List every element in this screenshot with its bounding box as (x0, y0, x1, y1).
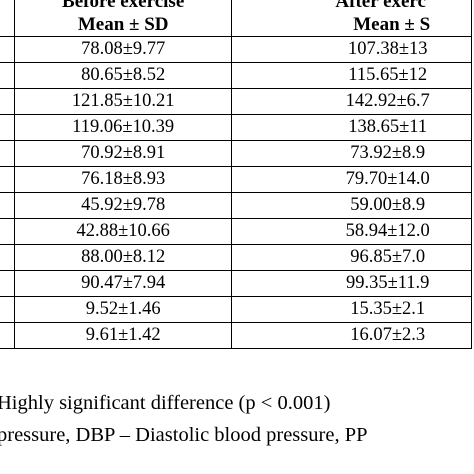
after-value-cell: 115.65±12 (231, 62, 472, 89)
after-value-cell: 99.35±11.9 (231, 270, 472, 297)
row-label-cell (0, 166, 15, 193)
after-value-cell: 15.35±2.1 (231, 296, 472, 323)
table-row: 9.61±1.42 16.07±2.3 (0, 322, 472, 349)
after-value: 15.35±2.1 (350, 299, 426, 319)
row-label-cell (0, 114, 15, 141)
before-value-cell: 70.92±8.91 (13, 140, 233, 167)
before-value-cell: 119.06±10.39 (13, 114, 233, 141)
row-label-cell (0, 270, 15, 297)
row-label-cell (0, 140, 15, 167)
after-value: 73.92±8.9 (350, 143, 426, 163)
after-value: 16.07±2.3 (350, 325, 426, 345)
after-value-cell: 138.65±11 (231, 114, 472, 141)
after-value: 79.70±14.0 (345, 169, 430, 189)
header-before-stat: Mean ± SD (77, 14, 169, 35)
table-row: 9.52±1.46 15.35±2.1 (0, 296, 472, 323)
header-before-exercise: Before exercise Mean ± SD (13, 0, 233, 37)
table-row: 78.08±9.77 107.38±13 (0, 36, 472, 63)
table-row: 45.92±9.78 59.00±8.9 (0, 192, 472, 219)
after-value-cell: 59.00±8.9 (231, 192, 472, 219)
row-label-cell (0, 218, 15, 245)
header-parameter (0, 0, 15, 37)
after-value: 99.35±11.9 (345, 273, 430, 293)
after-value-cell: 58.94±12.0 (231, 218, 472, 245)
row-label-cell (0, 36, 15, 63)
row-label-cell (0, 244, 15, 271)
table-row: 42.88±10.66 58.94±12.0 (0, 218, 472, 245)
header-after-title: After exerc (335, 0, 426, 12)
after-value: 107.38±13 (347, 39, 428, 59)
before-value-cell: 9.52±1.46 (13, 296, 233, 323)
after-value: 142.92±6.7 (345, 91, 430, 111)
before-value-cell: 9.61±1.42 (13, 322, 233, 349)
after-value: 96.85±7.0 (350, 247, 426, 267)
table-row: 121.85±10.21 142.92±6.7 (0, 88, 472, 115)
before-value-cell: 78.08±9.77 (13, 36, 233, 63)
before-value-cell: 90.47±7.94 (13, 270, 233, 297)
table-header-row: Before exercise Mean ± SD After exerc Me… (0, 0, 472, 37)
row-label-cell (0, 192, 15, 219)
after-value: 59.00±8.9 (350, 195, 426, 215)
header-before-title: Before exercise (62, 0, 185, 12)
before-value-cell: 45.92±9.78 (13, 192, 233, 219)
row-label-cell (0, 88, 15, 115)
row-label-cell (0, 62, 15, 89)
after-value-cell: 107.38±13 (231, 36, 472, 63)
results-table: Before exercise Mean ± SD After exerc Me… (0, 0, 472, 349)
row-label-cell (0, 296, 15, 323)
before-value-cell: 42.88±10.66 (13, 218, 233, 245)
footnote-abbreviations: pressure, DBP – Diastolic blood pressure… (0, 424, 368, 446)
after-value: 58.94±12.0 (345, 221, 430, 241)
row-label-cell (0, 322, 15, 349)
after-value-cell: 73.92±8.9 (231, 140, 472, 167)
table-row: 76.18±8.93 79.70±14.0 (0, 166, 472, 193)
after-value-cell: 79.70±14.0 (231, 166, 472, 193)
before-value-cell: 76.18±8.93 (13, 166, 233, 193)
after-value-cell: 16.07±2.3 (231, 322, 472, 349)
table-row: 90.47±7.94 99.35±11.9 (0, 270, 472, 297)
header-after-stat: Mean ± S (353, 14, 431, 35)
after-value: 138.65±11 (348, 117, 428, 137)
after-value: 115.65±12 (348, 65, 428, 85)
table-row: 70.92±8.91 73.92±8.9 (0, 140, 472, 167)
after-value-cell: 96.85±7.0 (231, 244, 472, 271)
after-value-cell: 142.92±6.7 (231, 88, 472, 115)
footnote-significance: Highly significant difference (p < 0.001… (0, 392, 331, 414)
header-after-exercise: After exerc Mean ± S (231, 0, 472, 37)
before-value-cell: 88.00±8.12 (13, 244, 233, 271)
table-row: 80.65±8.52 115.65±12 (0, 62, 472, 89)
before-value-cell: 80.65±8.52 (13, 62, 233, 89)
before-value-cell: 121.85±10.21 (13, 88, 233, 115)
table-row: 119.06±10.39 138.65±11 (0, 114, 472, 141)
table-row: 88.00±8.12 96.85±7.0 (0, 244, 472, 271)
